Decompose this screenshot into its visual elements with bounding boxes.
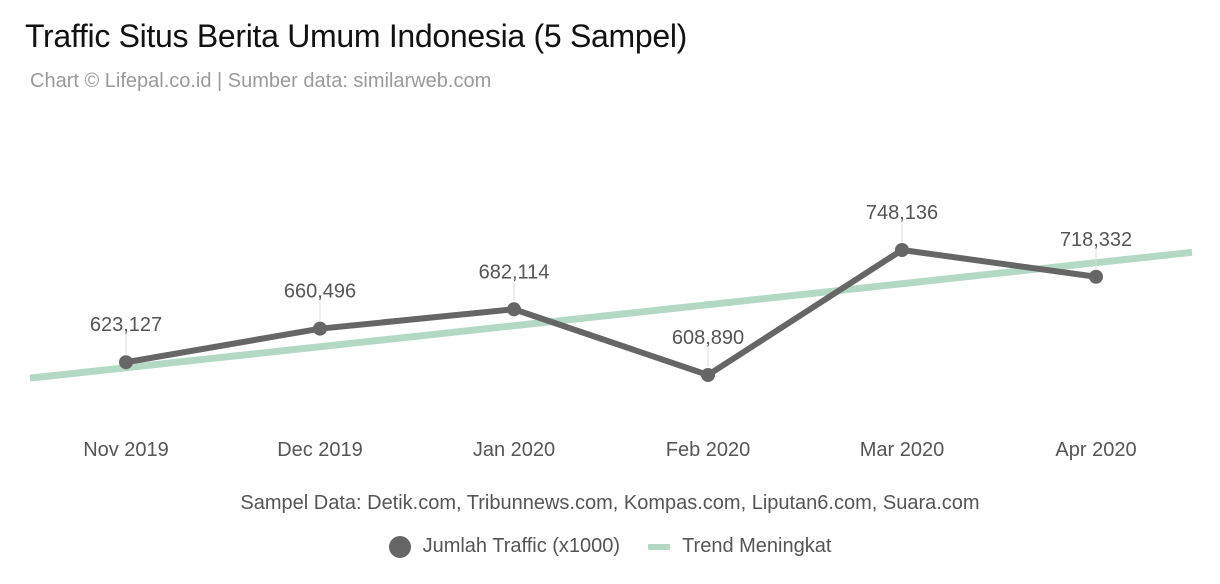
data-point-0 [119, 355, 133, 370]
data-label-5: 718,332 [1060, 229, 1132, 251]
data-label-4: 748,136 [866, 202, 938, 224]
x-tick-label-4: Mar 2020 [860, 439, 945, 461]
chart-title: Traffic Situs Berita Umum Indonesia (5 S… [25, 18, 688, 54]
data-label-3: 608,890 [672, 327, 744, 349]
sample-data-note: Sampel Data: Detik.com, Tribunnews.com, … [240, 492, 980, 514]
trend-line [29, 248, 1193, 382]
series-line-traffic [123, 247, 1099, 378]
data-label-2: 682,114 [479, 261, 550, 283]
data-point-3 [701, 368, 715, 382]
legend-marker-traffic [388, 535, 411, 558]
legend-label-traffic: Jumlah Traffic (x1000) [422, 535, 621, 557]
legend-label-trend: Trend Meningkat [682, 535, 832, 557]
legend-marker-trend [648, 543, 671, 550]
data-point-5 [1089, 269, 1103, 284]
legend-item-trend: Trend Meningkat [648, 535, 831, 558]
chart-subtitle: Chart © Lifepal.co.id | Sumber data: sim… [30, 70, 492, 92]
x-tick-label-2: Jan 2020 [473, 439, 555, 461]
legend-item-traffic: Jumlah Traffic (x1000) [388, 535, 621, 558]
data-point-4 [895, 243, 909, 257]
x-tick-label-5: Apr 2020 [1055, 439, 1136, 461]
data-label-1: 660,496 [284, 281, 356, 303]
data-point-2 [507, 302, 521, 317]
x-tick-label-1: Dec 2019 [277, 439, 363, 461]
x-tick-label-0: Nov 2019 [83, 439, 169, 461]
data-label-0: 623,127 [90, 314, 162, 336]
chart-legend: Jumlah Traffic (x1000) Trend Meningkat [0, 535, 1220, 558]
data-point-1 [313, 321, 327, 336]
x-tick-label-3: Feb 2020 [666, 439, 751, 461]
